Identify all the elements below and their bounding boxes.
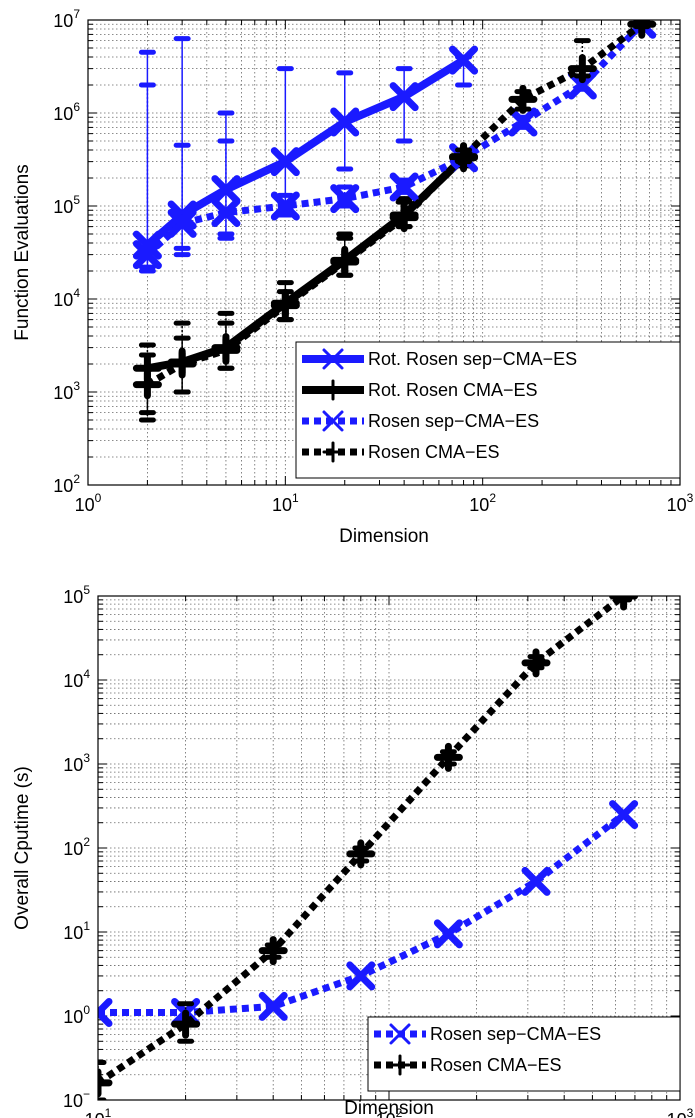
y-tick-label: 105 — [53, 193, 80, 217]
legend-label-3: Rosen CMA−ES — [368, 442, 500, 462]
series-line — [145, 21, 645, 258]
legend-label-2: Rosen sep−CMA−ES — [368, 411, 539, 431]
y-axis-label: Overall Cputime (s) — [12, 766, 33, 930]
x-axis-label: Dimension — [339, 526, 429, 547]
y-tick-label: 103 — [63, 751, 90, 775]
series-layer — [132, 20, 657, 423]
data-point — [270, 147, 300, 177]
x-tick-label: 103 — [667, 491, 694, 515]
x-tick-label: 101 — [272, 491, 299, 515]
axes-box — [97, 595, 681, 1101]
y-tick-label: 107 — [53, 7, 80, 31]
y-tick-label: 102 — [53, 472, 80, 496]
data-point — [433, 919, 463, 949]
series-3 — [132, 20, 657, 423]
data-point — [167, 208, 197, 238]
data-point — [98, 1007, 113, 1028]
y-tick-label: 101 — [63, 919, 90, 943]
data-point — [330, 107, 360, 137]
ticks — [97, 595, 681, 1101]
y-tick-label: 106 — [53, 100, 80, 124]
x-tick-label: 101 — [85, 1106, 112, 1118]
data-point — [98, 998, 113, 1018]
legend-box — [295, 341, 681, 479]
legend-label-1: Rot. Rosen CMA−ES — [368, 380, 538, 400]
y-tick-label: 103 — [53, 379, 80, 403]
legend-label-1: Rosen CMA−ES — [430, 1055, 562, 1075]
data-point — [449, 45, 479, 75]
data-point — [389, 172, 419, 202]
legend: Rosen sep−CMA−ES Rosen CMA−ES — [367, 1016, 681, 1092]
y-tick-label: 100 — [63, 1003, 90, 1027]
series-1 — [98, 596, 639, 1100]
legend-marker-0 — [322, 348, 344, 370]
x-tick-label: 103 — [667, 1106, 694, 1118]
y-tick-label: 10− — [63, 1087, 90, 1111]
data-point — [346, 961, 376, 991]
x-tick-label: 102 — [469, 491, 496, 515]
data-point — [389, 82, 419, 112]
data-point — [270, 191, 300, 221]
legend-label-0: Rosen sep−CMA−ES — [430, 1024, 601, 1044]
panel-function-evaluations: 100 101 102 103 102 103 104 105 106 107 Dimension F… — [12, 7, 694, 547]
legend-marker-0 — [389, 1023, 411, 1045]
x-axis-label: Dimension — [344, 1098, 434, 1118]
data-point — [508, 107, 538, 137]
y-tick-label: 104 — [63, 667, 90, 691]
legend-marker-2 — [322, 410, 344, 432]
series-layer — [98, 596, 639, 1100]
x-tick-label: 102 — [376, 1106, 403, 1118]
data-point — [258, 991, 288, 1021]
panel-overall-cputime: 101 102 103 100 101 102 103 104 105 10− Dimension O… — [12, 583, 694, 1118]
series-line — [145, 21, 644, 388]
y-axis-label: Function Evaluations — [12, 164, 33, 340]
y-tick-label: 104 — [53, 286, 80, 310]
y-tick-label: 102 — [63, 835, 90, 859]
data-point — [521, 866, 551, 896]
y-tick-label: 105 — [63, 583, 90, 607]
data-point — [211, 198, 241, 228]
x-tick-label: 100 — [75, 491, 102, 515]
legend-label-0: Rot. Rosen sep−CMA−ES — [368, 349, 577, 369]
data-point — [609, 800, 639, 830]
legend-box — [367, 1016, 681, 1092]
axes-box — [87, 19, 681, 486]
legend: Rot. Rosen sep−CMA−ES Rot. Rosen CMA−ES Ro… — [295, 341, 681, 479]
data-point — [132, 240, 162, 270]
data-point — [330, 184, 360, 214]
